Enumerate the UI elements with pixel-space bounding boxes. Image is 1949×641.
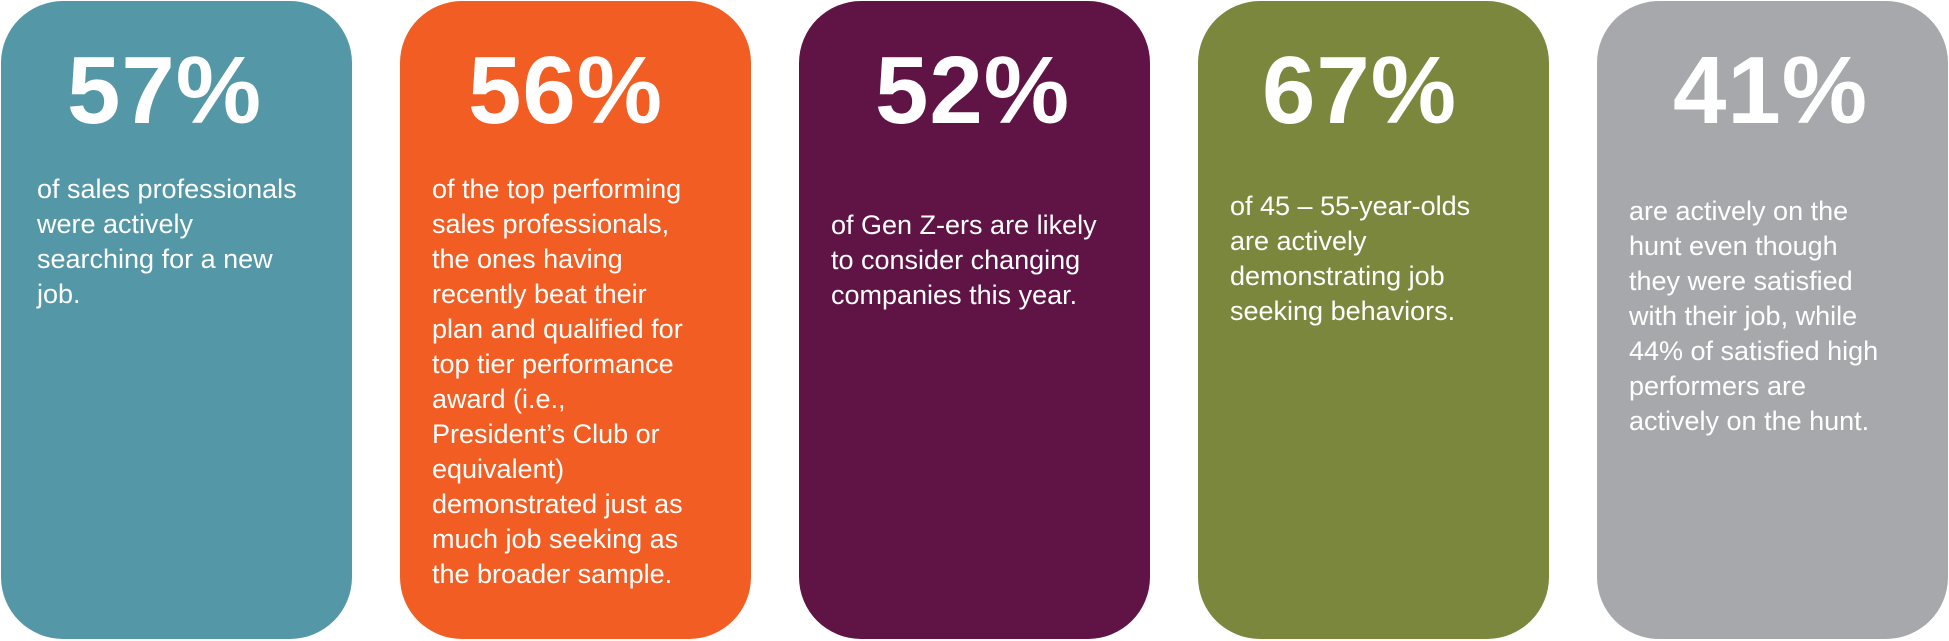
stat-percent: 67% bbox=[1262, 37, 1458, 144]
stat-card-top-performers: 56% of the top performing sales professi… bbox=[400, 1, 751, 639]
stat-description: of 45 – 55-year-olds are actively demons… bbox=[1230, 191, 1471, 326]
stat-description: of sales professionals were actively sea… bbox=[37, 174, 297, 309]
stat-percent: 57% bbox=[67, 37, 263, 144]
stat-percent: 52% bbox=[875, 37, 1071, 144]
stat-card-satisfied-hunters: 41% are actively on the hunt even though… bbox=[1597, 1, 1948, 639]
stat-card-age-45-55: 67% of 45 – 55-year-olds are actively de… bbox=[1198, 1, 1549, 639]
stat-percent: 41% bbox=[1673, 37, 1869, 144]
stat-description: of Gen Z-ers are likely to consider chan… bbox=[831, 210, 1097, 310]
stat-description: are actively on the hunt even though the… bbox=[1629, 196, 1879, 436]
stat-percent: 56% bbox=[468, 37, 664, 144]
stat-card-gen-z: 52% of Gen Z-ers are likely to consider … bbox=[799, 1, 1150, 639]
stat-description: of the top performing sales professional… bbox=[432, 174, 683, 589]
stat-card-sales-professionals: 57% of sales professionals were actively… bbox=[1, 1, 352, 639]
